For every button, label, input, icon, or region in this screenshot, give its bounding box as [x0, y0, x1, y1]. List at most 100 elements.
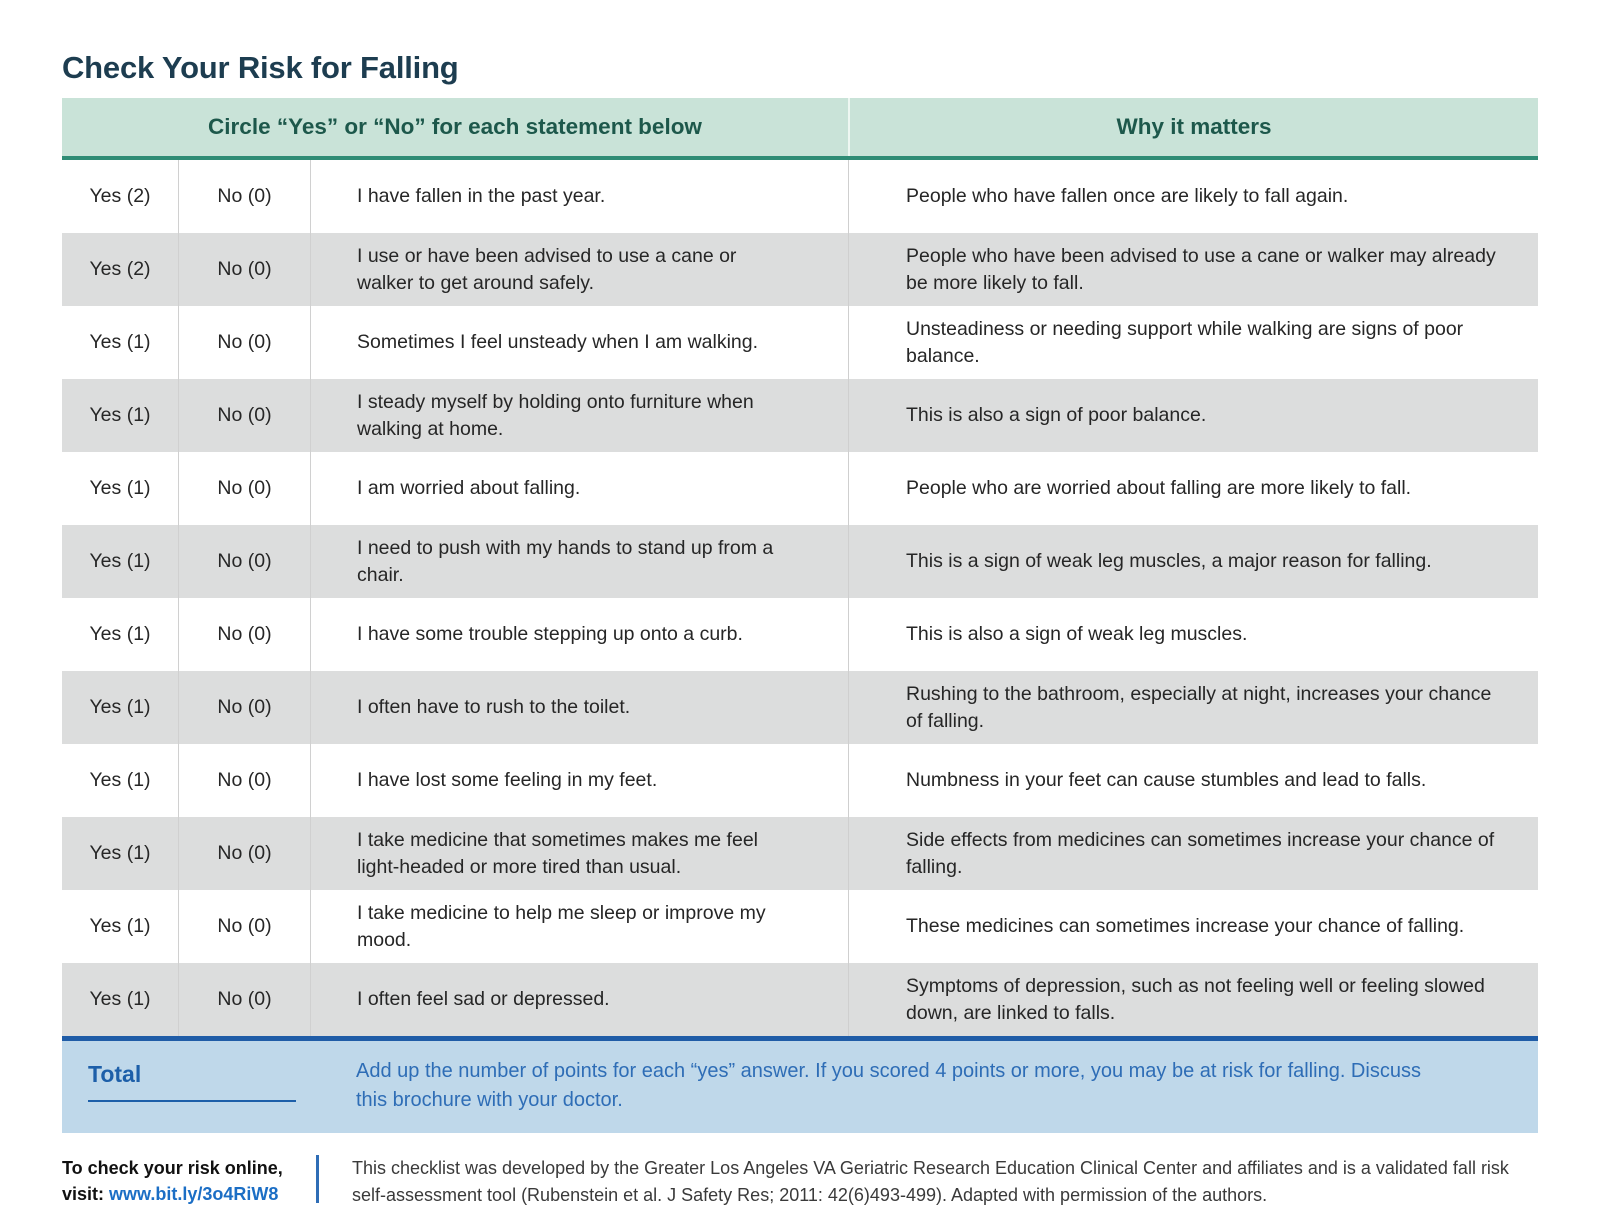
no-option[interactable]: No (0) [178, 525, 310, 598]
table-row: Yes (1) No (0) I take medicine to help m… [62, 890, 1538, 963]
statement-cell: I use or have been advised to use a cane… [310, 233, 848, 306]
total-label-wrap: Total [62, 1057, 356, 1102]
yes-option[interactable]: Yes (2) [89, 258, 151, 280]
why-cell: Unsteadiness or needing support while wa… [848, 306, 1538, 379]
why-cell: This is a sign of weak leg muscles, a ma… [848, 525, 1538, 598]
yes-option[interactable]: Yes (1) [89, 915, 151, 937]
no-option[interactable]: No (0) [178, 233, 310, 306]
table-row: Yes (1) No (0) I am worried about fallin… [62, 452, 1538, 525]
yes-option[interactable]: Yes (1) [89, 550, 151, 572]
statement-text: I steady myself by holding onto furnitur… [357, 390, 754, 440]
why-cell: These medicines can sometimes increase y… [848, 890, 1538, 963]
yes-option[interactable]: Yes (1) [89, 477, 151, 499]
risk-check-link[interactable]: www.bit.ly/3o4RiW8 [109, 1184, 279, 1204]
statement-cell: I have fallen in the past year. [310, 160, 848, 233]
why-text: People who have fallen once are likely t… [906, 185, 1349, 207]
column-header-statements: Circle “Yes” or “No” for each statement … [208, 114, 702, 139]
statement-text: I have some trouble stepping up onto a c… [357, 623, 743, 645]
total-row: Total Add up the number of points for ea… [62, 1036, 1538, 1133]
why-text: Rushing to the bathroom, especially at n… [906, 682, 1492, 732]
statement-text: I take medicine to help me sleep or impr… [357, 901, 766, 951]
no-option[interactable]: No (0) [178, 452, 310, 525]
statement-cell: I take medicine to help me sleep or impr… [310, 890, 848, 963]
statement-text: I take medicine that sometimes makes me … [357, 828, 758, 878]
no-option[interactable]: No (0) [178, 744, 310, 817]
total-instructions: Add up the number of points for each “ye… [356, 1060, 1421, 1111]
no-option[interactable]: No (0) [178, 160, 310, 233]
footer-credit-text: This checklist was developed by the Grea… [352, 1158, 1509, 1205]
why-text: Side effects from medicines can sometime… [906, 828, 1495, 878]
table-row: Yes (2) No (0) I have fallen in the past… [62, 160, 1538, 233]
statement-cell: I have lost some feeling in my feet. [310, 744, 848, 817]
yes-option[interactable]: Yes (1) [89, 988, 151, 1010]
statement-text: I need to push with my hands to stand up… [357, 536, 774, 586]
no-option[interactable]: No (0) [178, 963, 310, 1036]
why-text: Symptoms of depression, such as not feel… [906, 974, 1485, 1024]
no-option[interactable]: No (0) [178, 598, 310, 671]
why-text: This is also a sign of poor balance. [906, 404, 1207, 426]
statement-text: I often feel sad or depressed. [357, 988, 610, 1010]
table-row: Yes (2) No (0) I use or have been advise… [62, 233, 1538, 306]
statement-cell: I steady myself by holding onto furnitur… [310, 379, 848, 452]
footer-online-check: To check your risk online, visit: www.bi… [62, 1153, 316, 1208]
statement-cell: I am worried about falling. [310, 452, 848, 525]
why-cell: Numbness in your feet can cause stumbles… [848, 744, 1538, 817]
table-row: Yes (1) No (0) I often have to rush to t… [62, 671, 1538, 744]
statement-cell: I often have to rush to the toilet. [310, 671, 848, 744]
no-option[interactable]: No (0) [178, 890, 310, 963]
statement-text: I am worried about falling. [357, 477, 581, 499]
header-underline-rule [62, 156, 1538, 160]
why-text: This is a sign of weak leg muscles, a ma… [906, 550, 1432, 572]
why-text: This is also a sign of weak leg muscles. [906, 623, 1248, 645]
statement-text: I have fallen in the past year. [357, 185, 606, 207]
why-cell: People who have been advised to use a ca… [848, 233, 1538, 306]
page-title: Check Your Risk for Falling [62, 50, 459, 85]
risk-checklist-table: Circle “Yes” or “No” for each statement … [62, 98, 1538, 1133]
yes-option[interactable]: Yes (1) [89, 331, 151, 353]
statement-text: I often have to rush to the toilet. [357, 696, 631, 718]
yes-option[interactable]: Yes (1) [89, 623, 151, 645]
table-row: Yes (1) No (0) I take medicine that some… [62, 817, 1538, 890]
why-cell: Rushing to the bathroom, especially at n… [848, 671, 1538, 744]
statement-text: I use or have been advised to use a cane… [357, 244, 737, 294]
statement-cell: Sometimes I feel unsteady when I am walk… [310, 306, 848, 379]
no-option[interactable]: No (0) [178, 817, 310, 890]
no-option[interactable]: No (0) [178, 306, 310, 379]
table-header-row: Circle “Yes” or “No” for each statement … [62, 98, 1538, 156]
why-cell: This is also a sign of weak leg muscles. [848, 598, 1538, 671]
statement-cell: I have some trouble stepping up onto a c… [310, 598, 848, 671]
why-cell: People who are worried about falling are… [848, 452, 1538, 525]
footer-divider [316, 1155, 319, 1203]
why-text: Unsteadiness or needing support while wa… [906, 317, 1464, 367]
why-text: These medicines can sometimes increase y… [906, 915, 1465, 937]
table-row: Yes (1) No (0) I steady myself by holdin… [62, 379, 1538, 452]
table-body: Yes (2) No (0) I have fallen in the past… [62, 160, 1538, 1036]
no-option[interactable]: No (0) [178, 671, 310, 744]
statement-text: I have lost some feeling in my feet. [357, 769, 658, 791]
footer-visit-label: visit: [62, 1184, 110, 1204]
why-text: People who are worried about falling are… [906, 477, 1412, 499]
table-row: Yes (1) No (0) Sometimes I feel unsteady… [62, 306, 1538, 379]
table-row: Yes (1) No (0) I have some trouble stepp… [62, 598, 1538, 671]
table-row: Yes (1) No (0) I often feel sad or depre… [62, 963, 1538, 1036]
why-cell: This is also a sign of poor balance. [848, 379, 1538, 452]
no-option[interactable]: No (0) [178, 379, 310, 452]
statement-cell: I often feel sad or depressed. [310, 963, 848, 1036]
why-text: Numbness in your feet can cause stumbles… [906, 769, 1427, 791]
yes-option[interactable]: Yes (1) [89, 842, 151, 864]
why-cell: Side effects from medicines can sometime… [848, 817, 1538, 890]
yes-option[interactable]: Yes (1) [89, 696, 151, 718]
statement-cell: I take medicine that sometimes makes me … [310, 817, 848, 890]
yes-option[interactable]: Yes (1) [89, 769, 151, 791]
statement-text: Sometimes I feel unsteady when I am walk… [357, 331, 759, 353]
total-score-field[interactable]: Total [88, 1061, 296, 1102]
table-row: Yes (1) No (0) I need to push with my ha… [62, 525, 1538, 598]
footer-online-prefix: To check your risk online, [62, 1158, 283, 1178]
why-cell: People who have fallen once are likely t… [848, 160, 1538, 233]
column-header-why: Why it matters [848, 98, 1538, 156]
yes-option[interactable]: Yes (2) [89, 185, 151, 207]
footer: To check your risk online, visit: www.bi… [62, 1153, 1538, 1208]
why-cell: Symptoms of depression, such as not feel… [848, 963, 1538, 1036]
yes-option[interactable]: Yes (1) [89, 404, 151, 426]
